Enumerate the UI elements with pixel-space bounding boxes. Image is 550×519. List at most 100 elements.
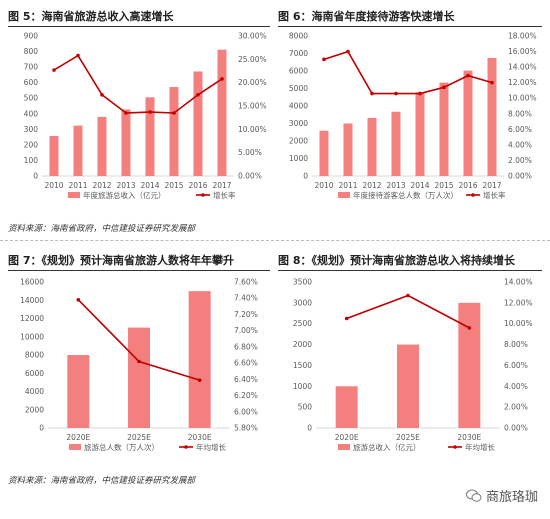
y-left-tick-label: 2000 bbox=[293, 340, 312, 349]
y-left-tick-label: 7000 bbox=[289, 49, 308, 58]
source-note: 资料来源：海南省政府，中信建投证券研究发展部 bbox=[8, 224, 196, 234]
line-point bbox=[394, 91, 398, 96]
legend-label-line: 年均增长 bbox=[196, 442, 226, 452]
legend-label-bar: 年度接待游客总人数（万人次） bbox=[353, 190, 458, 200]
x-tick-label: 2015 bbox=[164, 181, 183, 190]
x-tick-label: 2025E bbox=[396, 433, 420, 442]
bar bbox=[67, 355, 90, 428]
growth-line bbox=[346, 294, 470, 329]
chart-title: 图 8：《规划》预计海南省旅游总收入将持续增长 bbox=[278, 252, 542, 271]
bar bbox=[145, 97, 155, 176]
y-right-tick-label: 7.40% bbox=[234, 294, 258, 303]
x-tick-label: 2013 bbox=[116, 181, 135, 190]
y-right-tick-label: 6.40% bbox=[234, 375, 258, 384]
y-right-tick-label: 2.00% bbox=[508, 156, 532, 165]
y-right-tick-label: 12.00% bbox=[508, 78, 537, 87]
y-left-tick-label: 3000 bbox=[293, 298, 312, 307]
chart-svg-4: 0 500 1000 1500 2000 2500 3000 3500 0.00% 2.00% 4.… bbox=[293, 278, 533, 453]
x-tick-label: 2020E bbox=[335, 433, 359, 442]
y-right-tick-label: 2.00% bbox=[504, 403, 528, 412]
bar bbox=[367, 117, 377, 176]
legend-label-line: 增长率 bbox=[483, 190, 506, 200]
y-left-tick-label: 16000 bbox=[20, 278, 44, 287]
y-right-tick-label: 0.00% bbox=[504, 424, 528, 433]
chart-title: 图 6：海南省年度接待游客快速增长 bbox=[278, 8, 542, 27]
y-left-tick-label: 6000 bbox=[289, 67, 308, 76]
y-left-tick-label: 500 bbox=[24, 94, 39, 103]
y-right-tick-label: 6.60% bbox=[234, 359, 258, 368]
chart-panel-2: 图 6：海南省年度接待游客快速增长 0 1000 2000 3000 4000 5000 6… bbox=[278, 8, 542, 208]
chart-title: 图 7：《规划》预计海南省旅游人数将年年攀升 bbox=[8, 252, 270, 271]
x-tick-label: 2030E bbox=[457, 433, 481, 442]
bar bbox=[319, 130, 329, 176]
y-left-tick-label: 10000 bbox=[20, 332, 44, 341]
x-tick-label: 2016 bbox=[458, 181, 477, 190]
bar bbox=[343, 123, 353, 176]
y-left-tick-label: 500 bbox=[298, 403, 313, 412]
y-left-tick-label: 2000 bbox=[289, 137, 308, 146]
bar bbox=[463, 70, 473, 176]
x-tick-label: 2030E bbox=[188, 433, 212, 442]
line-point bbox=[196, 93, 200, 97]
y-left-tick-label: 0 bbox=[33, 172, 38, 181]
line-point bbox=[466, 73, 470, 78]
line-point bbox=[490, 80, 494, 85]
x-tick-label: 2011 bbox=[68, 181, 87, 190]
line-point bbox=[370, 91, 374, 96]
y-right-tick-label: 15.00% bbox=[238, 102, 267, 111]
y-left-tick-label: 4000 bbox=[289, 102, 308, 111]
y-left-tick-label: 0 bbox=[39, 424, 44, 433]
y-left-tick-label: 8000 bbox=[25, 351, 44, 360]
y-right-tick-label: 10.00% bbox=[504, 319, 533, 328]
x-tick-label: 2015 bbox=[434, 181, 453, 190]
chart-panel-4: 图 8：《规划》预计海南省旅游总收入将持续增长 0 500 1000 1500 2000… bbox=[278, 252, 542, 462]
y-right-tick-label: 4.00% bbox=[504, 382, 528, 391]
bar bbox=[73, 125, 83, 176]
x-tick-label: 2017 bbox=[212, 181, 231, 190]
bar bbox=[397, 344, 419, 428]
y-left-tick-label: 6000 bbox=[25, 369, 44, 378]
line-point bbox=[197, 378, 202, 382]
legend-label-bar: 年度旅游总收入（亿元） bbox=[83, 190, 166, 200]
line-point bbox=[442, 85, 446, 90]
line-point bbox=[344, 316, 349, 321]
y-left-tick-label: 900 bbox=[24, 32, 39, 41]
divider bbox=[0, 240, 550, 241]
line-point bbox=[467, 326, 472, 330]
legend-label-bar: 旅游总人数（万人次） bbox=[84, 442, 159, 452]
x-tick-label: 2012 bbox=[362, 181, 381, 190]
y-left-tick-label: 3000 bbox=[289, 119, 308, 128]
line-point bbox=[406, 293, 410, 298]
line-point bbox=[346, 49, 350, 54]
y-right-tick-label: 8.00% bbox=[508, 109, 532, 118]
legend-label-line: 年均增长 bbox=[465, 442, 495, 452]
line-point bbox=[418, 91, 422, 96]
y-left-tick-label: 100 bbox=[24, 156, 39, 165]
x-tick-label: 2013 bbox=[386, 181, 405, 190]
line-point bbox=[52, 68, 56, 72]
x-tick-label: 2014 bbox=[140, 181, 159, 190]
legend-label-bar: 旅游总收入（亿元） bbox=[353, 442, 421, 452]
y-right-tick-label: 12.00% bbox=[504, 298, 533, 307]
chart-panel-3: 图 7：《规划》预计海南省旅游人数将年年攀升 0 2000 4000 6000 8000… bbox=[8, 252, 270, 462]
legend-swatch-bar bbox=[68, 192, 80, 198]
chart-panel-1: 图 5：海南省旅游总收入高速增长 0 100 200 300 400 500 600 700 8… bbox=[8, 8, 270, 208]
y-left-tick-label: 4000 bbox=[25, 387, 44, 396]
bar bbox=[188, 291, 211, 428]
bar bbox=[97, 116, 107, 176]
x-tick-label: 2014 bbox=[410, 181, 429, 190]
line-point bbox=[220, 77, 224, 81]
y-right-tick-label: 25.00% bbox=[238, 55, 267, 64]
watermark: 商旅珞珈 bbox=[465, 486, 538, 505]
legend-swatch-bar bbox=[338, 444, 350, 450]
bar bbox=[193, 71, 203, 176]
y-left-tick-label: 5000 bbox=[289, 84, 308, 93]
y-left-tick-label: 2000 bbox=[25, 405, 44, 414]
y-left-tick-label: 1000 bbox=[289, 154, 308, 163]
legend-swatch-point bbox=[471, 193, 475, 197]
legend-swatch-point bbox=[201, 193, 205, 197]
y-right-tick-label: 30.00% bbox=[238, 32, 267, 41]
wechat-icon bbox=[465, 489, 482, 502]
y-right-tick-label: 14.00% bbox=[504, 278, 533, 287]
y-right-tick-label: 10.00% bbox=[508, 94, 537, 103]
